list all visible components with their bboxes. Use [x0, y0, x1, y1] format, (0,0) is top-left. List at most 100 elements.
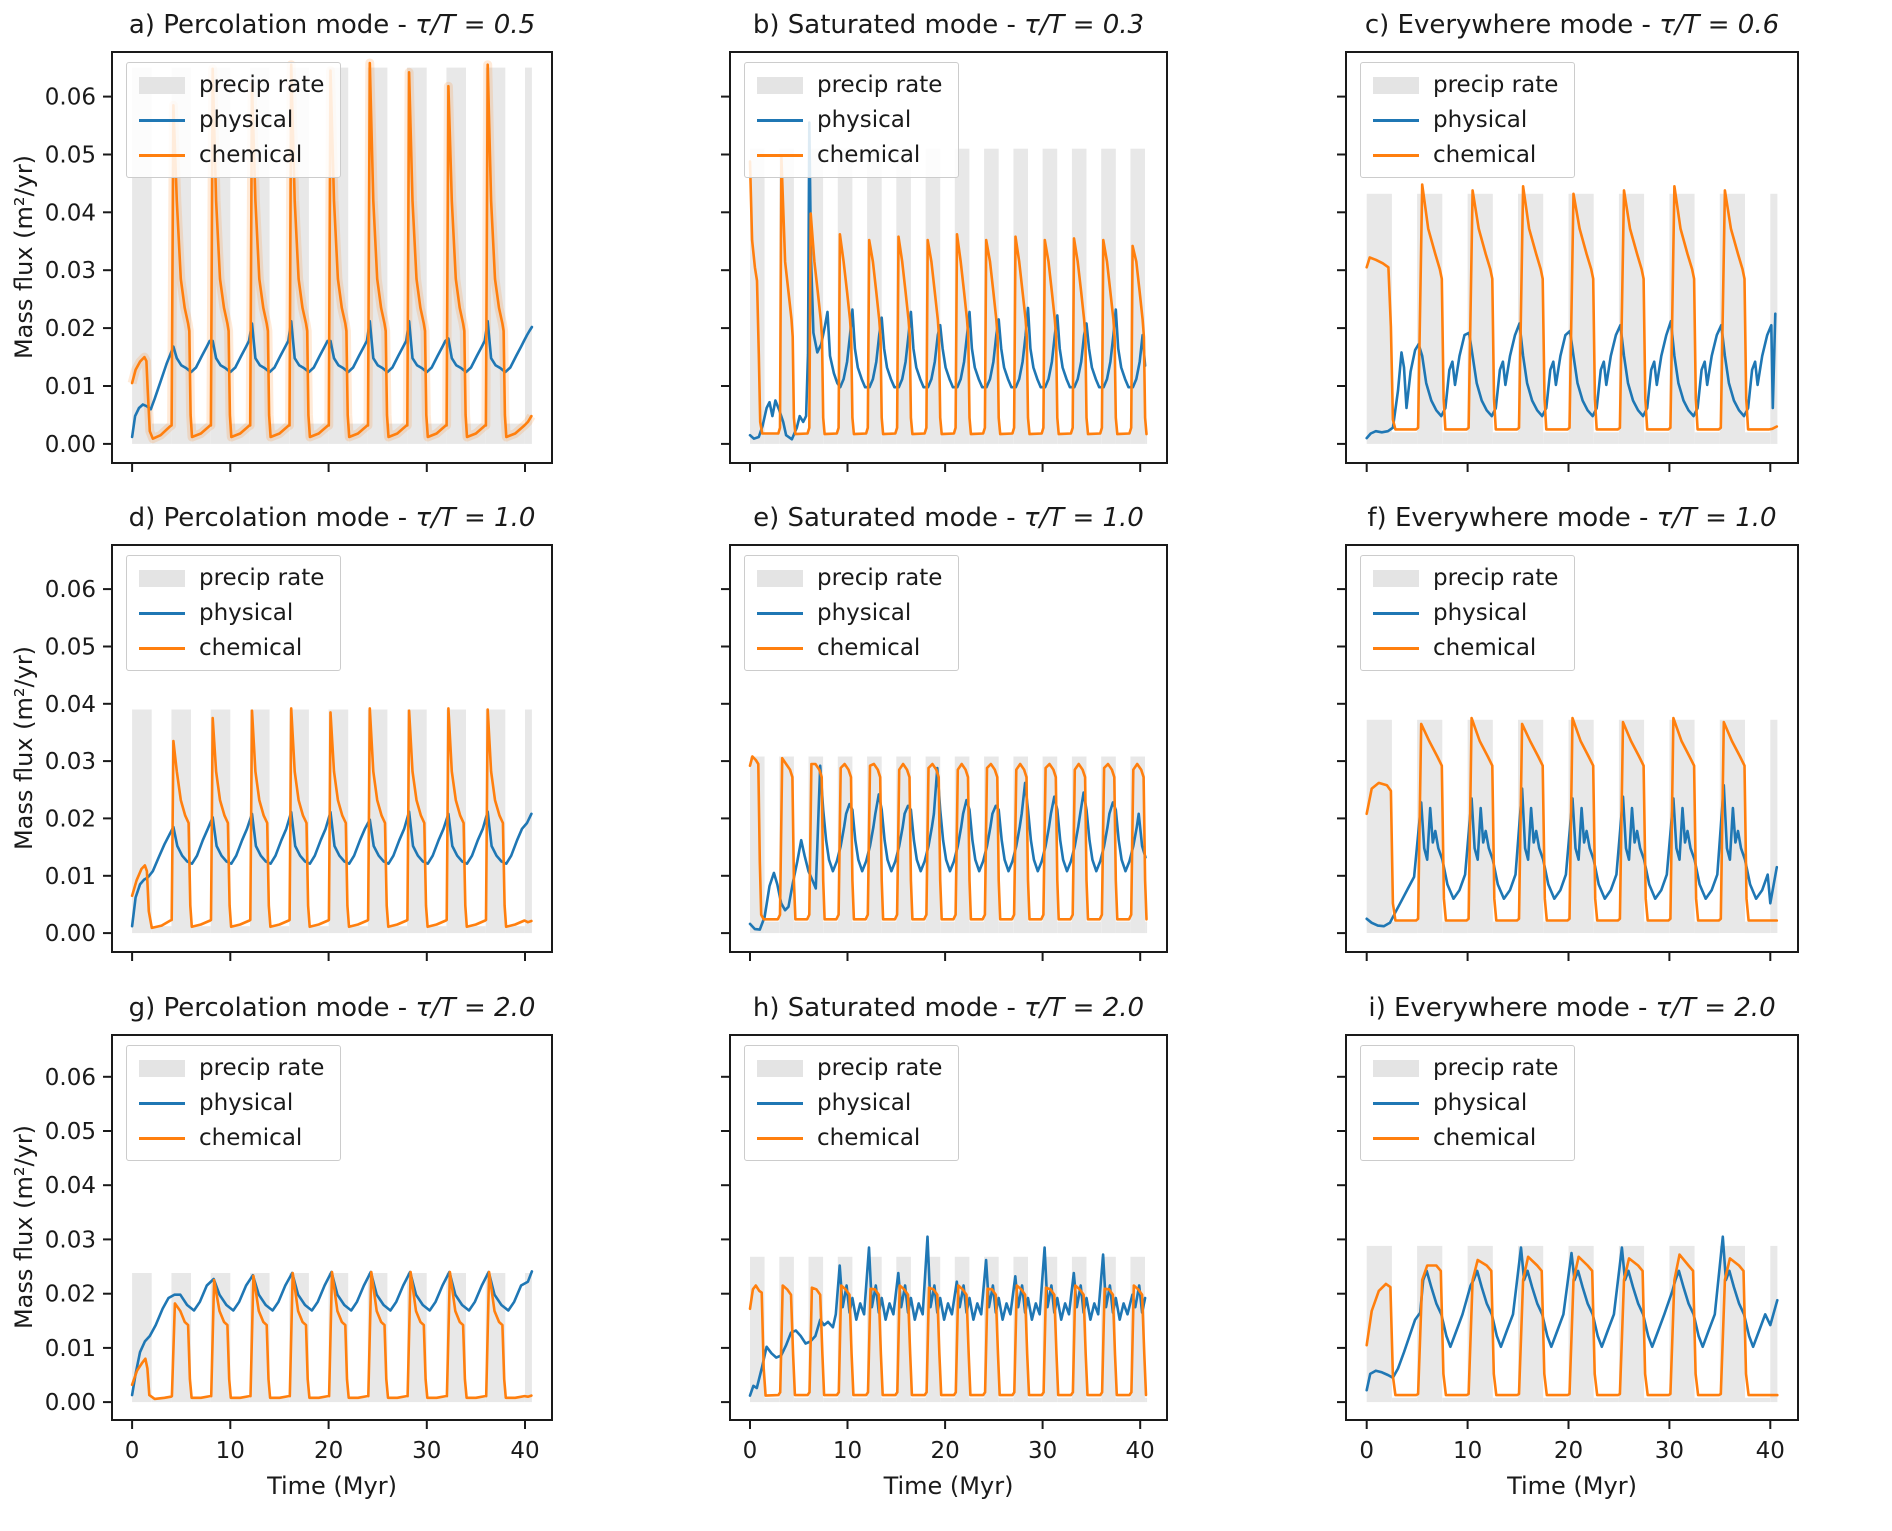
legend-label: chemical — [817, 635, 921, 661]
legend-label: chemical — [1433, 142, 1537, 168]
precip-dry-band — [881, 1397, 897, 1403]
chemical-line — [130, 707, 533, 930]
precip-wet-bar — [1366, 193, 1392, 444]
axes-frame — [1345, 51, 1799, 464]
legend-label: physical — [199, 1090, 294, 1116]
precip-wet-bar — [1770, 1245, 1778, 1403]
precip-dry-band — [348, 926, 368, 934]
precip-dry-band — [881, 921, 897, 934]
legend-label: physical — [817, 107, 912, 133]
precip-wet-bar — [1130, 148, 1145, 444]
precip-wet-bar — [1071, 148, 1087, 444]
precip-rate-bars — [1366, 719, 1778, 934]
precip-dry-band — [505, 1397, 525, 1403]
precip-dry-band — [1593, 1397, 1619, 1403]
precip-dry-band — [793, 432, 809, 444]
legend-entry-chemical: chemical — [139, 142, 324, 168]
legend-entry-precip-rate: precip rate — [757, 1055, 942, 1081]
chemical-line — [130, 1270, 533, 1401]
physical-line-swatch-icon — [757, 611, 803, 615]
plot-area-d: 0.00 0.01 0.02 0.03 0.04 0.05 0.06 — [45, 544, 553, 961]
subplot-title-a: a) Percolation mode - τ/T = 0.5 — [112, 10, 552, 40]
subplot-title-text: i) Everywhere mode - — [1368, 993, 1656, 1023]
precip-dry-band — [793, 1397, 809, 1403]
x-tick-label: 0 — [125, 1438, 140, 1464]
physical-line-swatch-icon — [757, 118, 803, 122]
legend-b: precip rate physical chemical — [744, 62, 960, 178]
physical-line — [1365, 783, 1779, 928]
legend-label: physical — [199, 600, 294, 626]
plot-area-f — [1337, 544, 1799, 961]
legend-f: precip rate physical chemical — [1360, 555, 1576, 671]
subplot-title-c: c) Everywhere mode - τ/T = 0.6 — [1346, 10, 1798, 40]
precip-dry-band — [1644, 1397, 1670, 1403]
legend-label: precip rate — [199, 72, 325, 98]
plot-area-e — [721, 544, 1168, 961]
precip-dry-band — [387, 1397, 408, 1403]
y-tick-label: 0.00 — [45, 1390, 96, 1416]
precip-dry-band — [852, 432, 867, 444]
chemical-line-swatch-icon — [1373, 1136, 1419, 1140]
precip-rate-swatch-icon — [757, 1059, 803, 1077]
subplot-title-ratio: τ/T = 1.0 — [1023, 503, 1144, 533]
precip-dry-band — [1442, 1397, 1468, 1403]
precip-dry-band — [505, 926, 525, 934]
legend-label: chemical — [1433, 1125, 1537, 1151]
subplot-title-text: h) Saturated mode - — [752, 993, 1025, 1023]
legend-entry-physical: physical — [1373, 107, 1558, 133]
legend-i: precip rate physical chemical — [1360, 1045, 1576, 1161]
legend-label: precip rate — [1433, 1055, 1559, 1081]
physical-line — [130, 1270, 534, 1397]
precip-wet-bar — [525, 67, 532, 444]
subplot-title-ratio: τ/T = 1.0 — [415, 503, 536, 533]
axes-frame — [1345, 544, 1799, 953]
x-tick-label: 20 — [1554, 1438, 1583, 1464]
precip-dry-band — [998, 1397, 1014, 1403]
precip-dry-band — [466, 926, 486, 934]
axes-frame — [729, 544, 1168, 953]
precip-dry-band — [1086, 432, 1102, 444]
precip-dry-band — [1028, 921, 1043, 934]
x-axis-label: Time (Myr) — [267, 1472, 397, 1500]
precip-dry-band — [910, 432, 926, 444]
precip-dry-band — [1543, 921, 1569, 934]
precip-dry-band — [308, 926, 329, 934]
x-tick-label: 20 — [930, 1438, 959, 1464]
physical-line — [1365, 1235, 1779, 1392]
precip-dry-band — [764, 432, 780, 444]
y-tick-label: 0.05 — [45, 635, 96, 661]
legend-entry-chemical: chemical — [139, 1125, 324, 1151]
physical-line-swatch-icon — [757, 1101, 803, 1105]
legend-entry-physical: physical — [757, 600, 942, 626]
axes-frame — [111, 1034, 553, 1421]
legend-entry-precip-rate: precip rate — [757, 72, 942, 98]
legend-label: precip rate — [817, 565, 943, 591]
chemical-line-swatch-icon — [139, 646, 185, 650]
precip-dry-band — [1694, 921, 1720, 934]
y-tick-label: 0.04 — [45, 1173, 96, 1199]
precip-dry-band — [191, 1397, 211, 1403]
y-tick-label: 0.03 — [45, 1227, 96, 1253]
chemical-line — [748, 156, 1148, 436]
chemical-line-swatch-icon — [139, 153, 185, 157]
chemical-line-swatch-icon — [1373, 153, 1419, 157]
chemical-line — [1365, 716, 1779, 922]
legend-e: precip rate physical chemical — [744, 555, 960, 671]
precip-wet-bar — [984, 148, 999, 444]
precip-dry-band — [1086, 921, 1102, 934]
precip-dry-band — [1694, 1397, 1720, 1403]
legend-entry-chemical: chemical — [757, 142, 942, 168]
precip-dry-band — [308, 1397, 329, 1403]
precip-wet-bar — [1042, 148, 1058, 444]
y-tick-label: 0.06 — [45, 577, 96, 603]
legend-entry-chemical: chemical — [1373, 1125, 1558, 1151]
legend-label: precip rate — [817, 1055, 943, 1081]
precip-wet-bar — [925, 148, 941, 444]
legend-label: chemical — [817, 142, 921, 168]
subplot-title-ratio: τ/T = 0.6 — [1659, 10, 1780, 40]
precip-dry-band — [191, 926, 211, 934]
subplot-title-h: h) Saturated mode - τ/T = 2.0 — [730, 993, 1167, 1023]
precip-dry-band — [969, 432, 985, 444]
legend-label: precip rate — [199, 565, 325, 591]
precip-dry-band — [940, 432, 955, 444]
